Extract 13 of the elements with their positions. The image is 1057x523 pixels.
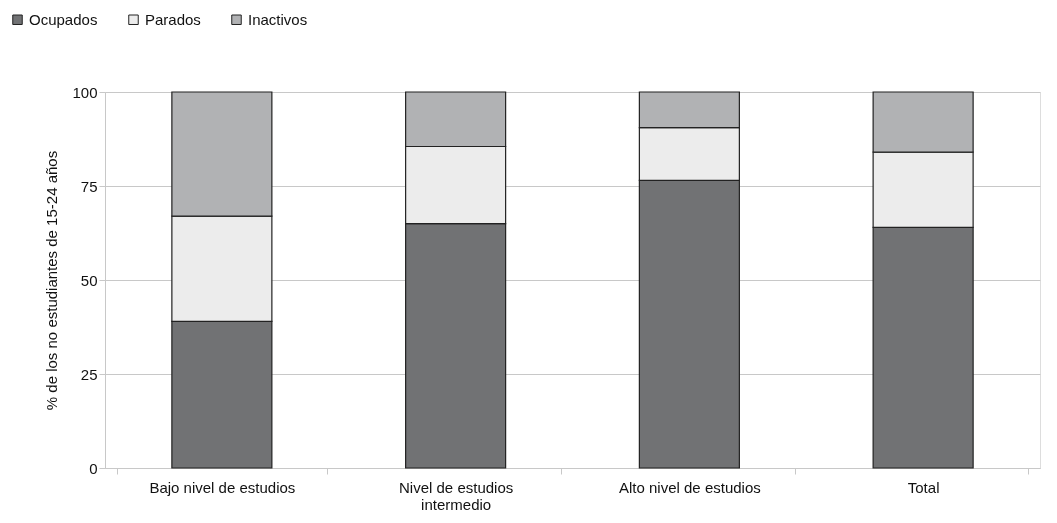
y-tick-label: 50 (80, 271, 98, 289)
y-tick-label: 0 (89, 459, 98, 477)
legend-label: Parados (145, 10, 201, 28)
y-axis-title: % de los no estudiantes de 15-24 años (43, 150, 61, 411)
y-tick-label: 100 (72, 83, 98, 101)
legend-label: Ocupados (29, 10, 98, 28)
legend-label: Inactivos (248, 10, 308, 28)
x-tick-label: Total (907, 478, 940, 496)
x-tick-label: Bajo nivel de estudios (149, 478, 296, 496)
y-tick-label: 25 (80, 365, 98, 383)
x-tick-label: Alto nivel de estudios (618, 478, 761, 496)
x-tick-label: Nivel de estudios intermedio (399, 478, 514, 513)
y-tick-label: 75 (80, 177, 98, 195)
